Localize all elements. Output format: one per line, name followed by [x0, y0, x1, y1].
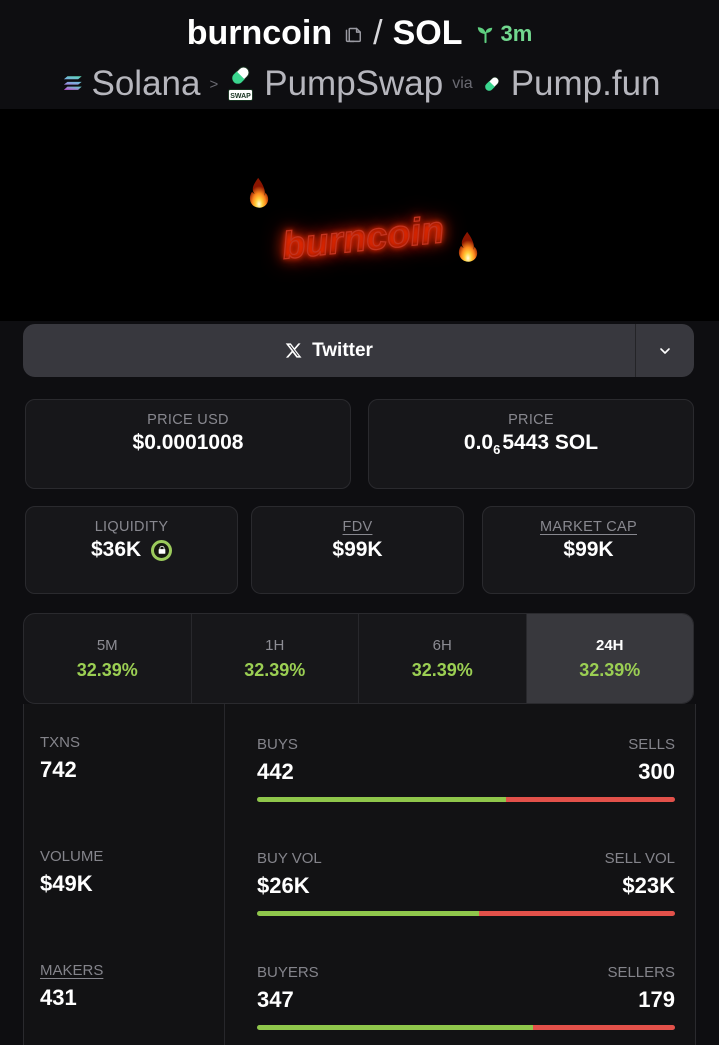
svg-text:SWAP: SWAP	[230, 93, 251, 100]
